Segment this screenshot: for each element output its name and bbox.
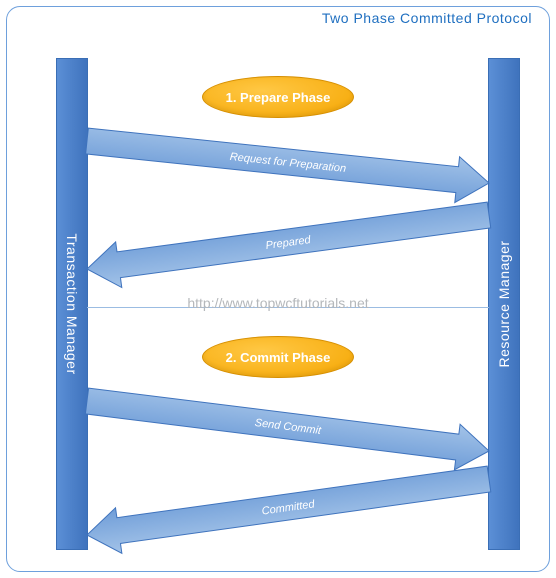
diagram-frame: Two Phase Committed Protocol Transaction… — [0, 0, 556, 578]
arrow: Request for Preparation — [85, 118, 492, 206]
arrow: Send Commit — [84, 378, 492, 474]
arrow: Prepared — [84, 192, 492, 292]
arrow: Committed — [84, 456, 492, 558]
arrows-layer: Request for PreparationPrepared Send Comm… — [0, 0, 556, 578]
